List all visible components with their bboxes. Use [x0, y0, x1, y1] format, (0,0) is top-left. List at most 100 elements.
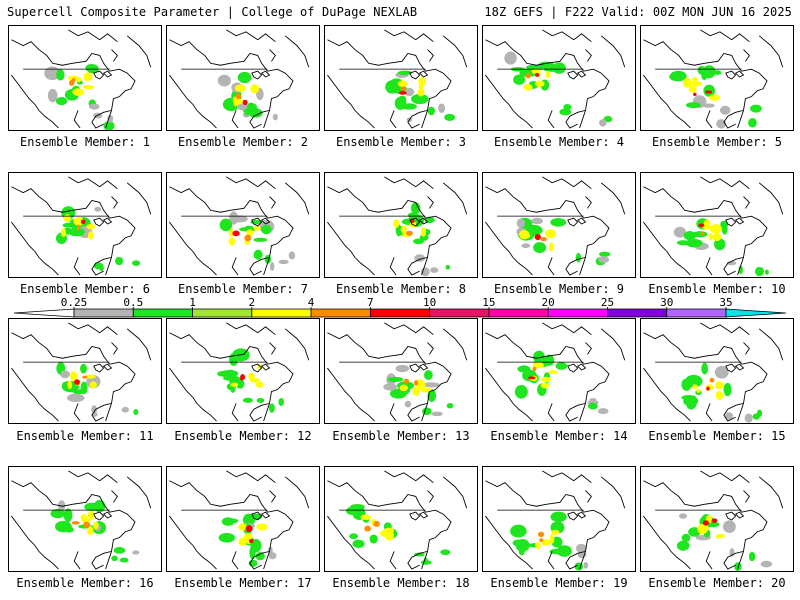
- field-contour: [397, 70, 413, 75]
- field-contour: [64, 526, 74, 533]
- field-contour: [245, 525, 253, 533]
- field-contour: [510, 524, 527, 538]
- coastline: [251, 70, 271, 80]
- field-contour: [256, 398, 265, 403]
- field-contour: [676, 540, 690, 551]
- scp-field-layer: [217, 71, 278, 121]
- field-contour: [549, 533, 555, 544]
- ensemble-member-caption: Ensemble Member: 15: [648, 429, 786, 443]
- scp-field-layer: [669, 65, 762, 129]
- coastline: [725, 70, 745, 80]
- field-contour: [397, 80, 408, 87]
- ensemble-member-caption: Ensemble Member: 8: [335, 282, 467, 296]
- north-america-map: [485, 470, 626, 571]
- field-contour: [404, 400, 412, 408]
- coastline: [169, 332, 294, 422]
- coastline: [93, 363, 113, 373]
- field-contour: [246, 229, 254, 237]
- field-contour: [540, 382, 550, 389]
- field-contour: [417, 88, 425, 97]
- coastline: [700, 29, 784, 68]
- field-contour: [682, 77, 692, 88]
- coastline: [169, 515, 217, 570]
- ensemble-map-panel: [324, 25, 478, 131]
- field-contour: [422, 382, 440, 388]
- field-contour: [373, 520, 380, 527]
- field-contour: [676, 240, 691, 246]
- field-contour: [559, 108, 572, 116]
- field-contour: [523, 83, 533, 91]
- coastline: [169, 74, 217, 129]
- ensemble-map-panel: [640, 466, 794, 572]
- field-contour: [688, 85, 697, 93]
- field-contour: [68, 79, 75, 86]
- ensemble-map-panel: [166, 318, 320, 424]
- colorbar-tick-label: 35: [719, 296, 732, 309]
- coastline: [643, 186, 768, 276]
- field-contour: [550, 511, 567, 523]
- field-contour: [228, 237, 236, 246]
- field-contour: [94, 206, 102, 212]
- field-contour: [706, 386, 710, 391]
- north-america-map: [11, 176, 152, 276]
- field-contour: [360, 514, 372, 520]
- field-contour: [352, 539, 365, 548]
- ensemble-member-caption: Ensemble Member: 1: [19, 135, 151, 149]
- colorbar-tick-label: 30: [660, 296, 673, 309]
- coastline: [542, 470, 626, 509]
- coastline: [11, 186, 136, 276]
- field-contour: [698, 223, 705, 228]
- colorbar-segment: [607, 308, 668, 318]
- field-contour: [527, 376, 536, 380]
- field-contour: [113, 546, 126, 554]
- field-contour: [92, 521, 99, 530]
- field-contour: [517, 365, 531, 373]
- field-contour: [504, 51, 517, 65]
- colorbar-tick-label: 0.25: [61, 296, 88, 309]
- field-contour: [80, 219, 86, 225]
- field-contour: [383, 383, 398, 391]
- north-america-map: [327, 322, 468, 422]
- field-contour: [349, 533, 359, 540]
- field-contour: [556, 545, 572, 557]
- scp-field-layer: [218, 513, 277, 567]
- field-contour: [744, 413, 753, 423]
- ensemble-map-panel: [324, 172, 478, 278]
- field-contour: [427, 106, 435, 116]
- colorbar-tick-label: 1: [189, 296, 196, 309]
- north-america-map: [327, 470, 468, 570]
- field-contour: [418, 82, 424, 90]
- field-contour: [708, 232, 713, 241]
- scp-field-layer: [56, 361, 139, 417]
- field-contour: [599, 119, 607, 127]
- coastline: [485, 74, 533, 129]
- field-contour: [598, 256, 610, 263]
- colorbar-tick-label: 15: [482, 296, 495, 309]
- field-contour: [220, 369, 239, 378]
- field-contour: [583, 561, 589, 569]
- field-contour: [587, 402, 598, 410]
- field-contour: [91, 405, 98, 414]
- coastline: [226, 176, 310, 215]
- coastline: [11, 74, 59, 129]
- field-contour: [702, 520, 709, 526]
- coastline: [725, 363, 745, 373]
- coastline: [231, 550, 270, 570]
- coastline: [547, 550, 586, 570]
- field-contour: [244, 234, 252, 242]
- north-america-map: [169, 176, 310, 276]
- field-contour: [269, 262, 275, 271]
- field-contour: [255, 381, 264, 388]
- field-contour: [754, 266, 765, 277]
- coastline: [485, 39, 610, 129]
- field-contour: [240, 373, 245, 381]
- coastline: [251, 217, 271, 227]
- field-contour: [86, 223, 96, 230]
- field-contour: [726, 260, 737, 266]
- field-contour: [83, 72, 93, 82]
- field-contour: [63, 214, 71, 223]
- field-contour: [71, 521, 80, 525]
- field-contour: [715, 390, 724, 400]
- field-contour: [278, 259, 289, 265]
- field-contour: [74, 379, 80, 385]
